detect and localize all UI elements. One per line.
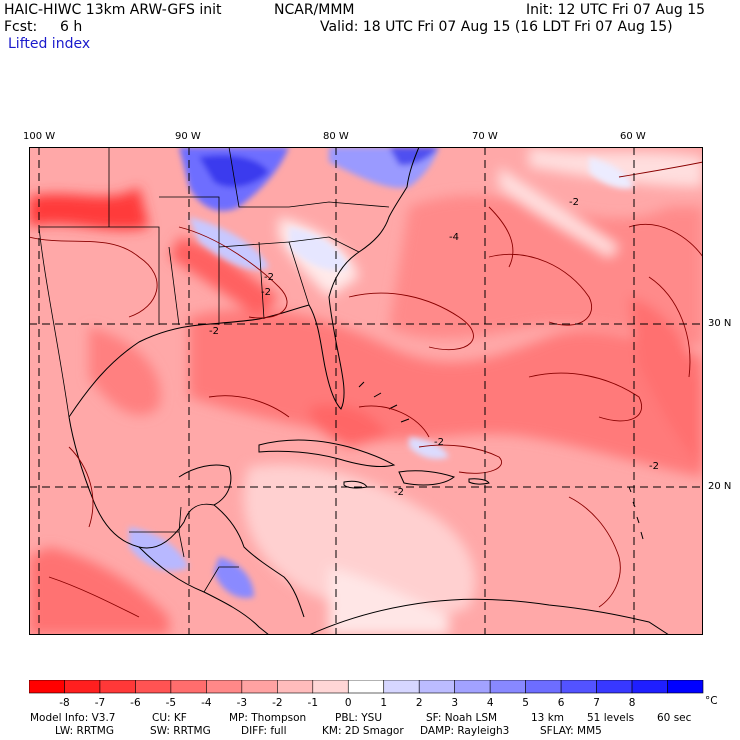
colorbar-label: 4 <box>487 697 494 709</box>
contour-label: -2 <box>264 272 274 283</box>
colorbar-label: -8 <box>59 697 69 709</box>
contour-label: -2 <box>434 437 444 448</box>
footer-km: KM: 2D Smagor <box>322 725 404 737</box>
footer-sw: SW: RRTMG <box>150 725 211 737</box>
colorbar-box <box>525 680 562 694</box>
colorbar-box <box>135 680 172 694</box>
lat-label-30n: 30 N <box>708 318 732 329</box>
colorbar-label: -1 <box>308 697 318 709</box>
colorbar-box <box>560 680 597 694</box>
colorbar-label: -2 <box>272 697 282 709</box>
contour-label: -2 <box>261 287 271 298</box>
colorbar-label: 7 <box>593 697 600 709</box>
colorbar-label: 0 <box>345 697 352 709</box>
contour-labels: -2 -2 -2 -2 -2 -2 -2 -4 <box>209 197 659 498</box>
valid-time: Valid: 18 UTC Fri 07 Aug 15 (16 LDT Fri … <box>320 19 673 35</box>
lat-lon-grid <box>29 147 703 635</box>
lon-label-90w: 90 W <box>175 131 201 142</box>
field-name: Lifted index <box>8 36 91 52</box>
colorbar-box <box>347 680 385 694</box>
colorbar-box <box>418 680 455 694</box>
colorbar-labels: -8 -7 -6 -5 -4 -3 -2 -1 0 1 2 3 4 5 6 7 8 °C <box>59 695 717 709</box>
colorbar-boxes <box>29 680 704 694</box>
colorbar-label: 5 <box>522 697 529 709</box>
colorbar-box <box>29 680 65 694</box>
colorbar-label: 3 <box>451 697 458 709</box>
lon-label-100w: 100 W <box>23 131 56 142</box>
footer-resolution: 13 km <box>531 712 565 724</box>
colorbar-label: -3 <box>237 697 247 709</box>
colorbar-box <box>454 680 491 694</box>
contour-label: -4 <box>449 232 459 243</box>
colorbar-label: 6 <box>558 697 565 709</box>
field-shading <box>29 147 703 635</box>
lat-label-20n: 20 N <box>708 481 732 492</box>
colorbar-box <box>489 680 526 694</box>
footer-damp: DAMP: Rayleigh3 <box>420 725 510 737</box>
model-title: HAIC-HIWC 13km ARW-GFS init <box>4 2 222 18</box>
colorbar-box <box>383 680 420 694</box>
colorbar-label: -5 <box>166 697 176 709</box>
init-time: Init: 12 UTC Fri 07 Aug 15 <box>526 2 706 18</box>
colorbar-box <box>206 680 243 694</box>
organization: NCAR/MMM <box>274 2 355 18</box>
colorbar-box <box>64 680 101 694</box>
forecast-hour: 6 h <box>60 19 83 35</box>
contour-label: -2 <box>209 326 219 337</box>
contour-label: -2 <box>394 487 404 498</box>
lon-label-60w: 60 W <box>620 131 646 142</box>
colorbar-box <box>631 680 668 694</box>
footer-lw: LW: RRTMG <box>55 725 114 737</box>
political-borders <box>38 147 390 593</box>
footer-pbl: PBL: YSU <box>335 712 383 724</box>
footer-mp: MP: Thompson <box>229 712 307 724</box>
colorbar-label: -4 <box>201 697 212 709</box>
colorbar-label: 2 <box>416 697 423 709</box>
colorbar-unit: °C <box>705 695 718 707</box>
colorbar-box <box>170 680 207 694</box>
colorbar-label: -6 <box>130 697 141 709</box>
footer-model-info: Model Info: V3.7 <box>30 712 116 724</box>
contour-label: -2 <box>569 197 579 208</box>
colorbar: -8 -7 -6 -5 -4 -3 -2 -1 0 1 2 3 4 5 6 7 8 °C <box>29 680 718 709</box>
colorbar-label: 1 <box>380 697 387 709</box>
footer-timestep: 60 sec <box>657 712 692 724</box>
footer-sflay: SFLAY: MM5 <box>540 725 602 737</box>
map-frame <box>29 147 703 635</box>
forecast-label: Fcst: <box>4 19 38 35</box>
colorbar-label: 8 <box>629 697 636 709</box>
footer-cu: CU: KF <box>152 712 187 724</box>
colorbar-box <box>667 680 704 694</box>
contour-label: -2 <box>649 461 659 472</box>
lifted-index-map: -2 -2 -2 -2 -2 -2 -2 -4 <box>29 147 703 635</box>
contour-lines <box>29 161 703 618</box>
colorbar-box <box>596 680 633 694</box>
lon-label-80w: 80 W <box>323 131 349 142</box>
colorbar-label: -7 <box>95 697 105 709</box>
colorbar-box <box>277 680 314 694</box>
colorbar-box <box>241 680 278 694</box>
footer-levels: 51 levels <box>587 712 635 724</box>
colorbar-box <box>99 680 136 694</box>
coastlines <box>68 147 670 635</box>
colorbar-box <box>312 680 349 694</box>
footer-diff: DIFF: full <box>241 725 287 737</box>
footer-sf: SF: Noah LSM <box>426 712 498 724</box>
lon-label-70w: 70 W <box>472 131 498 142</box>
